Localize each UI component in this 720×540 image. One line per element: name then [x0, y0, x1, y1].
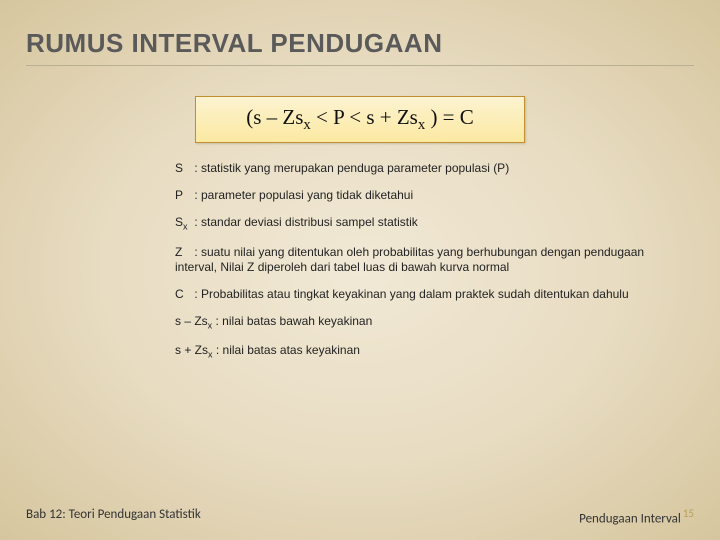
footer-left: Bab 12: Teori Pendugaan Statistik — [26, 507, 201, 526]
definition-item: Sx : standar deviasi distribusi sampel s… — [175, 215, 660, 233]
definition-symbol: P — [175, 188, 191, 203]
definition-text: : standar deviasi distribusi sampel stat… — [194, 215, 417, 229]
definition-item: s + Zsx : nilai batas atas keyakinan — [175, 343, 660, 361]
definition-item: P : parameter populasi yang tidak diketa… — [175, 188, 660, 203]
formula-box: (s – Zsx < P < s + Zsx ) = C — [195, 96, 525, 143]
definition-text: : parameter populasi yang tidak diketahu… — [194, 188, 413, 202]
page-number: 15 — [683, 507, 694, 520]
definition-text: : Probabilitas atau tingkat keyakinan ya… — [194, 287, 628, 301]
definition-item: C : Probabilitas atau tingkat keyakinan … — [175, 287, 660, 302]
definition-symbol: Z — [175, 245, 191, 260]
definition-item: S : statistik yang merupakan penduga par… — [175, 161, 660, 176]
definitions-block: S : statistik yang merupakan penduga par… — [175, 161, 660, 361]
footer-right: Pendugaan Interval15 — [579, 507, 694, 526]
definition-text: : suatu nilai yang ditentukan oleh proba… — [175, 245, 644, 274]
definition-symbol: s – Zsx — [175, 314, 212, 332]
page-title: RUMUS INTERVAL PENDUGAAN — [0, 0, 720, 65]
definition-text: : nilai batas atas keyakinan — [216, 343, 360, 357]
definition-symbol: S — [175, 161, 191, 176]
definition-item: s – Zsx : nilai batas bawah keyakinan — [175, 314, 660, 332]
definition-symbol: Sx — [175, 215, 191, 233]
definition-text: : nilai batas bawah keyakinan — [216, 314, 373, 328]
slide-footer: Bab 12: Teori Pendugaan Statistik Pendug… — [0, 507, 720, 526]
definition-symbol: s + Zsx — [175, 343, 213, 361]
footer-right-text: Pendugaan Interval — [579, 511, 681, 526]
definition-text: : statistik yang merupakan penduga param… — [194, 161, 509, 175]
definition-item: Z : suatu nilai yang ditentukan oleh pro… — [175, 245, 660, 275]
definition-symbol: C — [175, 287, 191, 302]
title-underline — [26, 65, 694, 66]
